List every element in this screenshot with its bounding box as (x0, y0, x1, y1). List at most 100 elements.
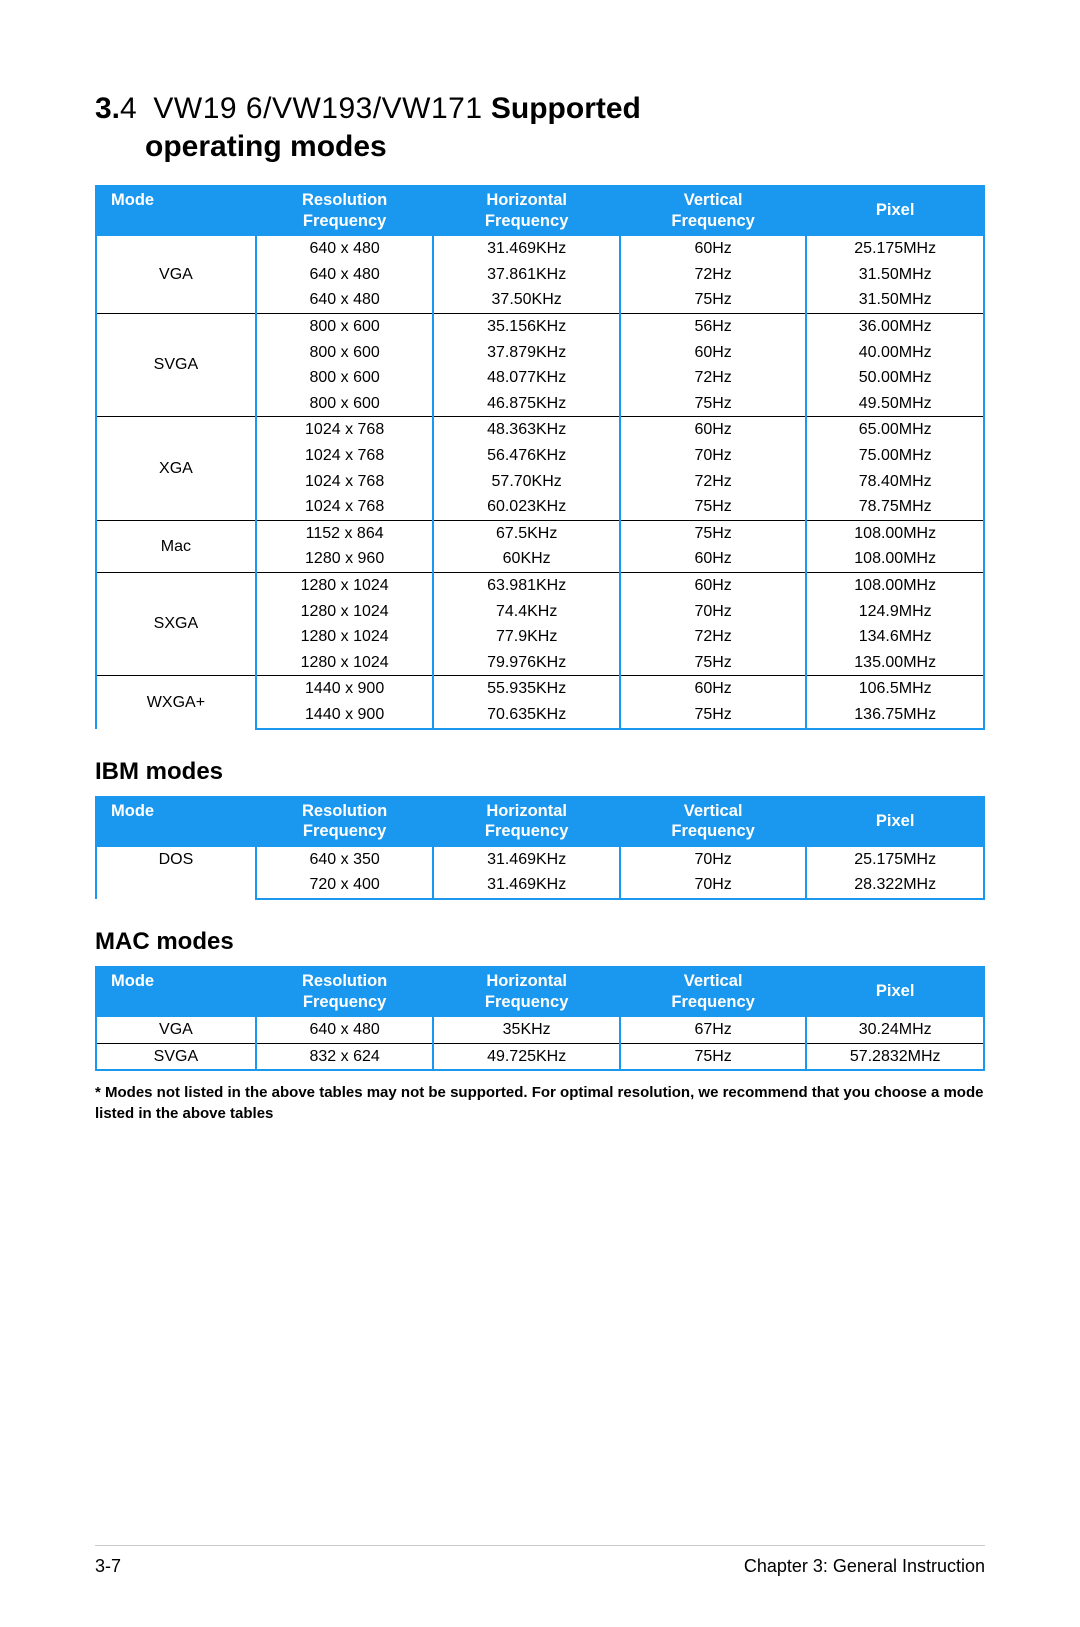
data-cell: 75Hz (620, 494, 806, 520)
table-row: SVGA832 x 62449.725KHz75Hz57.2832MHz (96, 1043, 984, 1070)
data-cell: 35KHz (433, 1016, 619, 1043)
data-cell: 108.00MHz (806, 572, 984, 598)
data-cell: 56.476KHz (433, 443, 619, 469)
th-pixel: Pixel (806, 967, 984, 1016)
data-cell: 30.24MHz (806, 1016, 984, 1043)
data-cell: 75Hz (620, 1043, 806, 1070)
th-mode: Mode (96, 186, 256, 235)
th-vertical: VerticalFrequency (620, 797, 806, 846)
section-subnumber: 4 (120, 92, 137, 125)
th-pixel: Pixel (806, 797, 984, 846)
data-cell: 640 x 480 (256, 287, 434, 313)
mode-cell: SVGA (96, 1043, 256, 1070)
data-cell: 75.00MHz (806, 443, 984, 469)
data-cell: 640 x 480 (256, 235, 434, 262)
table-row: Mac1152 x 86467.5KHz75Hz108.00MHz (96, 520, 984, 546)
data-cell: 78.40MHz (806, 469, 984, 495)
data-cell: 60.023KHz (433, 494, 619, 520)
data-cell: 70Hz (620, 443, 806, 469)
title-supported: Supported (491, 92, 641, 125)
data-cell: 36.00MHz (806, 314, 984, 340)
data-cell: 46.875KHz (433, 391, 619, 417)
ibm-modes-heading: IBM modes (95, 758, 985, 786)
data-cell: 832 x 624 (256, 1043, 434, 1070)
data-cell: 50.00MHz (806, 365, 984, 391)
th-mode: Mode (96, 797, 256, 846)
data-cell: 40.00MHz (806, 340, 984, 366)
mac-modes-table-body: VGA640 x 48035KHz67Hz30.24MHzSVGA832 x 6… (96, 1016, 984, 1070)
table-row: DOS640 x 35031.469KHz70Hz25.175MHz (96, 846, 984, 873)
data-cell: 49.50MHz (806, 391, 984, 417)
data-cell: 37.861KHz (433, 262, 619, 288)
page: 3.4 VW19 6/VW193/VW171 Supported operati… (0, 0, 1080, 1627)
data-cell: 75Hz (620, 520, 806, 546)
th-vertical: VerticalFrequency (620, 186, 806, 235)
th-resolution: ResolutionFrequency (256, 186, 434, 235)
data-cell: 60Hz (620, 235, 806, 262)
data-cell: 60KHz (433, 546, 619, 572)
data-cell: 37.50KHz (433, 287, 619, 313)
data-cell: 1280 x 1024 (256, 572, 434, 598)
data-cell: 800 x 600 (256, 391, 434, 417)
mode-cell: WXGA+ (96, 676, 256, 729)
data-cell: 31.50MHz (806, 262, 984, 288)
th-resolution: ResolutionFrequency (256, 797, 434, 846)
data-cell: 800 x 600 (256, 365, 434, 391)
data-cell: 108.00MHz (806, 520, 984, 546)
ibm-modes-table-head: Mode ResolutionFrequency HorizontalFrequ… (96, 797, 984, 846)
table-row: VGA640 x 48031.469KHz60Hz25.175MHz (96, 235, 984, 262)
data-cell: 1280 x 1024 (256, 599, 434, 625)
main-modes-table-body: VGA640 x 48031.469KHz60Hz25.175MHz640 x … (96, 235, 984, 728)
title-models: VW19 6/VW193/VW171 (153, 92, 482, 125)
data-cell: 77.9KHz (433, 624, 619, 650)
data-cell: 70Hz (620, 599, 806, 625)
data-cell: 74.4KHz (433, 599, 619, 625)
table-row: XGA1024 x 76848.363KHz60Hz65.00MHz (96, 417, 984, 443)
data-cell: 1280 x 1024 (256, 650, 434, 676)
data-cell: 720 x 400 (256, 872, 434, 899)
data-cell: 135.00MHz (806, 650, 984, 676)
table-row: WXGA+1440 x 90055.935KHz60Hz106.5MHz (96, 676, 984, 702)
data-cell: 136.75MHz (806, 702, 984, 729)
data-cell: 28.322MHz (806, 872, 984, 899)
data-cell: 1024 x 768 (256, 469, 434, 495)
th-horizontal: HorizontalFrequency (433, 797, 619, 846)
table-row: VGA640 x 48035KHz67Hz30.24MHz (96, 1016, 984, 1043)
data-cell: 60Hz (620, 417, 806, 443)
data-cell: 31.469KHz (433, 235, 619, 262)
data-cell: 57.2832MHz (806, 1043, 984, 1070)
data-cell: 1440 x 900 (256, 676, 434, 702)
data-cell: 72Hz (620, 365, 806, 391)
data-cell: 56Hz (620, 314, 806, 340)
data-cell: 124.9MHz (806, 599, 984, 625)
data-cell: 49.725KHz (433, 1043, 619, 1070)
data-cell: 65.00MHz (806, 417, 984, 443)
th-vertical: VerticalFrequency (620, 967, 806, 1016)
page-footer: 3-7 Chapter 3: General Instruction (95, 1545, 985, 1577)
mac-modes-heading: MAC modes (95, 928, 985, 956)
table-row: SVGA800 x 60035.156KHz56Hz36.00MHz (96, 314, 984, 340)
th-horizontal: HorizontalFrequency (433, 186, 619, 235)
data-cell: 78.75MHz (806, 494, 984, 520)
th-horizontal: HorizontalFrequency (433, 967, 619, 1016)
data-cell: 35.156KHz (433, 314, 619, 340)
chapter-label: Chapter 3: General Instruction (744, 1556, 985, 1577)
data-cell: 134.6MHz (806, 624, 984, 650)
data-cell: 37.879KHz (433, 340, 619, 366)
page-number: 3-7 (95, 1556, 121, 1577)
data-cell: 60Hz (620, 676, 806, 702)
mode-cell: Mac (96, 520, 256, 572)
data-cell: 75Hz (620, 650, 806, 676)
data-cell: 1440 x 900 (256, 702, 434, 729)
data-cell: 31.50MHz (806, 287, 984, 313)
data-cell: 63.981KHz (433, 572, 619, 598)
main-modes-table-head: Mode ResolutionFrequency HorizontalFrequ… (96, 186, 984, 235)
data-cell: 640 x 350 (256, 846, 434, 873)
data-cell: 79.976KHz (433, 650, 619, 676)
data-cell: 31.469KHz (433, 872, 619, 899)
table-row: SXGA1280 x 102463.981KHz60Hz108.00MHz (96, 572, 984, 598)
data-cell: 72Hz (620, 469, 806, 495)
data-cell: 70Hz (620, 846, 806, 873)
data-cell: 67Hz (620, 1016, 806, 1043)
mode-cell: DOS (96, 846, 256, 899)
